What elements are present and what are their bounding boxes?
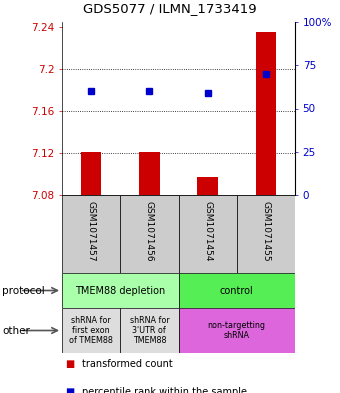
Bar (120, 195, 178, 273)
Text: GDS5077 / ILMN_1733419: GDS5077 / ILMN_1733419 (83, 2, 257, 15)
Text: GSM1071455: GSM1071455 (261, 201, 270, 262)
Bar (62, 273, 178, 308)
Text: GSM1071457: GSM1071457 (87, 201, 96, 262)
Text: GSM1071456: GSM1071456 (145, 201, 154, 262)
Text: transformed count: transformed count (82, 360, 173, 369)
Text: non-targetting
shRNA: non-targetting shRNA (208, 321, 266, 340)
Text: control: control (220, 285, 254, 296)
Bar (81, 152, 101, 195)
Bar (198, 177, 218, 195)
Text: shRNA for
first exon
of TMEM88: shRNA for first exon of TMEM88 (69, 316, 113, 345)
Text: shRNA for
3'UTR of
TMEM88: shRNA for 3'UTR of TMEM88 (130, 316, 169, 345)
Text: protocol: protocol (2, 285, 45, 296)
Text: TMEM88 depletion: TMEM88 depletion (75, 285, 165, 296)
Bar (120, 308, 178, 353)
Bar (178, 273, 295, 308)
Bar (62, 195, 120, 273)
Text: other: other (2, 325, 30, 336)
Bar (178, 195, 237, 273)
Bar (62, 308, 120, 353)
Text: ■: ■ (65, 360, 74, 369)
Text: percentile rank within the sample: percentile rank within the sample (82, 387, 247, 393)
Bar (139, 152, 159, 195)
Bar (237, 195, 295, 273)
Bar (256, 33, 276, 195)
Text: ■: ■ (65, 387, 74, 393)
Bar (178, 308, 295, 353)
Text: GSM1071454: GSM1071454 (203, 201, 212, 262)
